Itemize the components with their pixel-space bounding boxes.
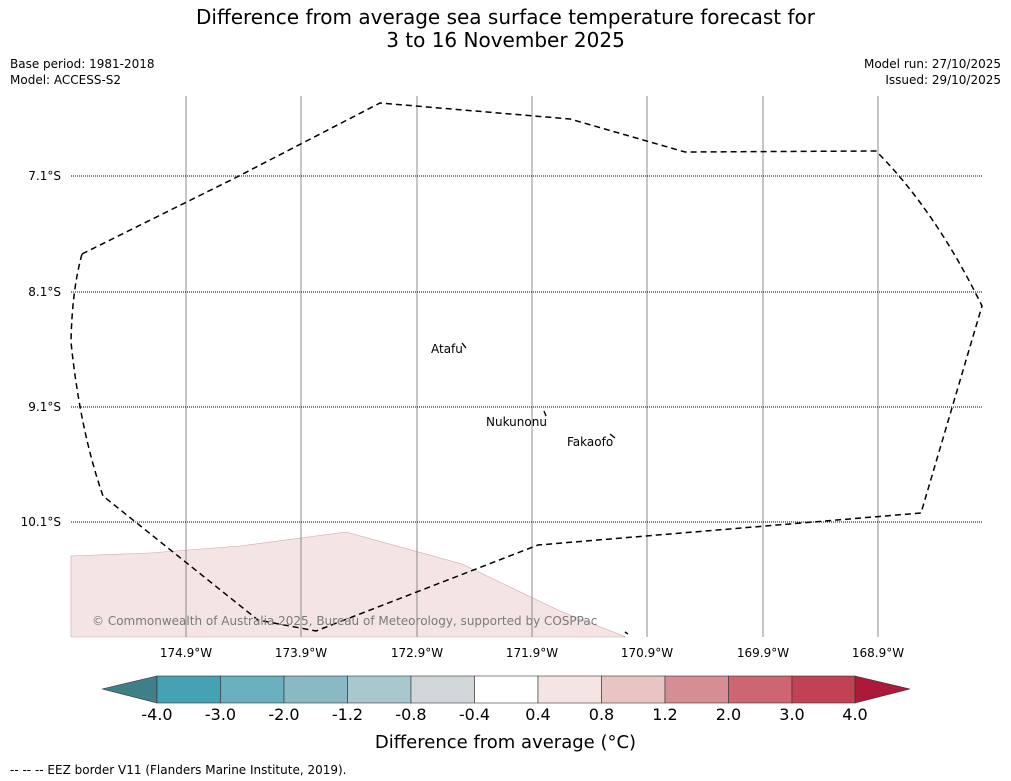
meridian-lines <box>185 96 879 637</box>
colorbar-tick-label: 0.8 <box>588 705 615 724</box>
copyright-notice: © Commonwealth of Australia 2025, Bureau… <box>92 614 598 628</box>
colorbar-segment <box>537 675 602 704</box>
colorbar-extend-high <box>854 675 911 704</box>
colorbar-tick-label: -4.0 <box>141 705 173 724</box>
lon-label: 169.9°W <box>736 646 790 660</box>
colorbar-segment <box>220 675 285 704</box>
colorbar-tick-label: -2.0 <box>268 705 300 724</box>
colorbar-tick-label: -3.0 <box>204 705 237 724</box>
nukunonu-atoll-shape <box>543 410 547 417</box>
lat-label: 9.1°S <box>28 400 61 414</box>
meta-right: Model run: 27/10/2025 Issued: 29/10/2025 <box>864 56 1001 88</box>
colorbar-segment <box>410 675 475 704</box>
lat-label: 10.1°S <box>20 515 61 529</box>
atafu-atoll-shape <box>461 342 467 349</box>
colorbar-tick-label: 1.2 <box>652 705 678 724</box>
lon-label: 170.9°W <box>620 646 674 660</box>
parallel-lines <box>71 175 982 523</box>
atoll-marks <box>461 342 629 635</box>
map-title-line1: Difference from average sea surface temp… <box>195 5 815 29</box>
colorbar-segment <box>156 675 221 704</box>
colorbar-segment <box>791 675 856 704</box>
lon-label: 171.9°W <box>505 646 559 660</box>
lon-label: 174.9°W <box>159 646 213 660</box>
colorbar <box>101 675 911 704</box>
colorbar-segment <box>283 675 348 704</box>
lon-label: 173.9°W <box>274 646 328 660</box>
swains-mark <box>624 631 629 635</box>
place-atafu: Atafu <box>431 342 463 356</box>
lat-label: 7.1°S <box>28 169 61 183</box>
lon-label: 172.9°W <box>390 646 444 660</box>
colorbar-tick-label: 4.0 <box>842 705 868 724</box>
colorbar-tick-label: 0.4 <box>525 705 551 724</box>
place-fakaofo: Fakaofo <box>567 435 614 449</box>
place-nukunonu: Nukunonu <box>486 415 547 429</box>
issued-date: Issued: 29/10/2025 <box>885 73 1001 87</box>
colorbar-extend-low <box>101 675 158 704</box>
colorbar-segment <box>601 675 666 704</box>
colorbar-segment <box>347 675 412 704</box>
fakaofo-atoll-shape <box>609 433 616 439</box>
lat-label: 8.1°S <box>28 285 61 299</box>
colorbar-segment <box>664 675 729 704</box>
map-title-line2: 3 to 16 November 2025 <box>386 28 625 52</box>
model-name: Model: ACCESS-S2 <box>10 73 122 87</box>
model-run: Model run: 27/10/2025 <box>863 57 1001 71</box>
base-period: Base period: 1981-2018 <box>10 57 155 71</box>
map-title: Difference from average sea surface temp… <box>0 6 1011 52</box>
colorbar-tick-label: 3.0 <box>779 705 805 724</box>
colorbar-tick-label: -0.4 <box>458 705 491 724</box>
anomaly-shading-region <box>70 531 627 638</box>
colorbar-segment <box>474 675 539 704</box>
eez-legend-footer: -- -- -- EEZ border V11 (Flanders Marine… <box>10 763 347 777</box>
colorbar-tick-label: -1.2 <box>331 705 364 724</box>
colorbar-title: Difference from average (°C) <box>374 732 637 753</box>
lon-label: 168.9°W <box>851 646 905 660</box>
colorbar-tick-label: -0.8 <box>395 705 427 724</box>
colorbar-tick-label: 2.0 <box>715 705 742 724</box>
eez-border <box>70 102 983 632</box>
meta-left: Base period: 1981-2018 Model: ACCESS-S2 <box>10 56 155 88</box>
colorbar-segment <box>728 675 793 704</box>
